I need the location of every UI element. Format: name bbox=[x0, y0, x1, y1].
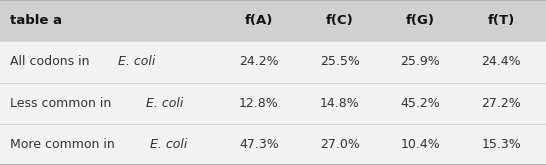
Text: f(T): f(T) bbox=[488, 14, 515, 27]
Bar bbox=[0, 82, 546, 124]
Text: 45.2%: 45.2% bbox=[401, 97, 440, 110]
Text: 27.2%: 27.2% bbox=[482, 97, 521, 110]
Text: 24.4%: 24.4% bbox=[482, 55, 521, 68]
Text: 25.9%: 25.9% bbox=[401, 55, 440, 68]
Text: 10.4%: 10.4% bbox=[401, 138, 440, 151]
Text: E. coli: E. coli bbox=[146, 97, 183, 110]
Bar bbox=[0, 0, 546, 41]
Text: f(C): f(C) bbox=[326, 14, 353, 27]
Text: table a: table a bbox=[10, 14, 62, 27]
Text: E. coli: E. coli bbox=[117, 55, 155, 68]
Text: All codons in: All codons in bbox=[10, 55, 93, 68]
Bar bbox=[0, 41, 546, 82]
Text: More common in: More common in bbox=[10, 138, 118, 151]
Text: 15.3%: 15.3% bbox=[482, 138, 521, 151]
Text: Less common in: Less common in bbox=[10, 97, 115, 110]
Text: 27.0%: 27.0% bbox=[319, 138, 360, 151]
Text: 14.8%: 14.8% bbox=[320, 97, 359, 110]
Text: 25.5%: 25.5% bbox=[319, 55, 360, 68]
Bar bbox=[0, 124, 546, 165]
Text: f(G): f(G) bbox=[406, 14, 435, 27]
Text: E. coli: E. coli bbox=[150, 138, 187, 151]
Text: 24.2%: 24.2% bbox=[239, 55, 278, 68]
Text: 12.8%: 12.8% bbox=[239, 97, 278, 110]
Text: f(A): f(A) bbox=[245, 14, 273, 27]
Text: 47.3%: 47.3% bbox=[239, 138, 278, 151]
